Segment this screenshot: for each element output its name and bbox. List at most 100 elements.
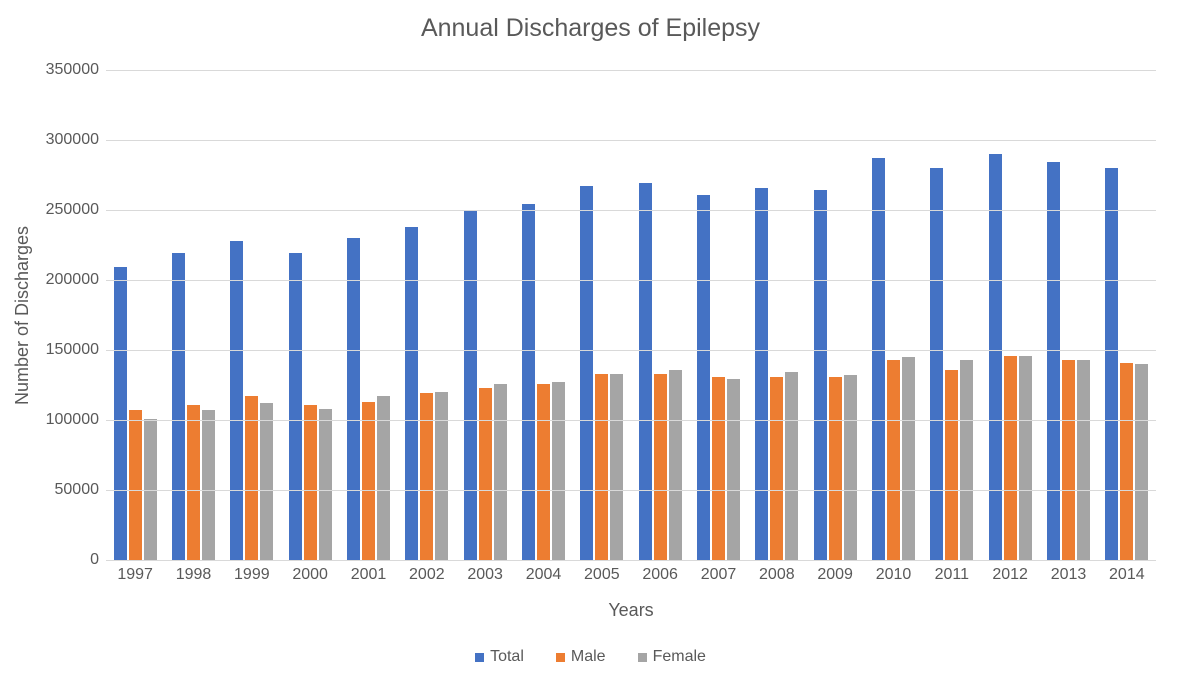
x-tick-label: 2013: [1039, 566, 1097, 584]
bar: [960, 360, 973, 560]
bar: [1062, 360, 1075, 560]
bar: [814, 190, 827, 560]
chart-title: Annual Discharges of Epilepsy: [0, 14, 1181, 43]
y-tick-label: 200000: [29, 271, 99, 289]
legend-swatch: [556, 653, 565, 662]
legend-item: Female: [638, 648, 706, 666]
legend-label: Total: [490, 648, 524, 666]
bar: [712, 377, 725, 560]
x-tick-label: 2014: [1098, 566, 1156, 584]
bar: [930, 168, 943, 560]
plot-area: [106, 70, 1156, 561]
gridline: [106, 490, 1156, 491]
bar: [580, 186, 593, 560]
bar: [319, 409, 332, 560]
y-tick-label: 50000: [29, 481, 99, 499]
bar: [187, 405, 200, 560]
bar: [202, 410, 215, 560]
x-tick-label: 2002: [398, 566, 456, 584]
bar: [304, 405, 317, 560]
bar: [1019, 356, 1032, 560]
bar: [887, 360, 900, 560]
bar: [347, 238, 360, 560]
bar: [755, 188, 768, 560]
bar: [1077, 360, 1090, 560]
y-tick-label: 0: [29, 551, 99, 569]
x-tick-label: 2000: [281, 566, 339, 584]
bar: [537, 384, 550, 560]
bar: [552, 382, 565, 560]
x-tick-label: 2008: [748, 566, 806, 584]
x-tick-label: 2011: [923, 566, 981, 584]
bar: [1004, 356, 1017, 560]
bar: [172, 253, 185, 560]
x-tick-label: 2010: [864, 566, 922, 584]
bar: [829, 377, 842, 560]
bar: [1105, 168, 1118, 560]
bar: [435, 392, 448, 560]
x-tick-label: 2012: [981, 566, 1039, 584]
bar-chart: Annual Discharges of Epilepsy Number of …: [0, 0, 1181, 694]
y-tick-label: 350000: [29, 61, 99, 79]
gridline: [106, 70, 1156, 71]
bar: [595, 374, 608, 560]
legend-item: Total: [475, 648, 524, 666]
y-axis-title-text: Number of Discharges: [13, 225, 34, 404]
x-tick-label: 1998: [164, 566, 222, 584]
bar: [902, 357, 915, 560]
bar: [945, 370, 958, 560]
x-axis-title: Years: [106, 600, 1156, 621]
y-tick-label: 150000: [29, 341, 99, 359]
legend-swatch: [475, 653, 484, 662]
bar: [1135, 364, 1148, 560]
bar: [1047, 162, 1060, 560]
x-tick-label: 2005: [573, 566, 631, 584]
bar: [479, 388, 492, 560]
legend-label: Male: [571, 648, 606, 666]
bar: [464, 210, 477, 560]
bar: [230, 241, 243, 560]
gridline: [106, 140, 1156, 141]
y-tick-label: 250000: [29, 201, 99, 219]
bar: [697, 195, 710, 560]
x-tick-label: 2006: [631, 566, 689, 584]
x-tick-label: 1997: [106, 566, 164, 584]
x-tick-label: 2004: [514, 566, 572, 584]
legend-swatch: [638, 653, 647, 662]
legend-item: Male: [556, 648, 606, 666]
bar: [362, 402, 375, 560]
bar: [610, 374, 623, 560]
bar: [405, 227, 418, 560]
bar: [872, 158, 885, 560]
gridline: [106, 350, 1156, 351]
bar: [770, 377, 783, 560]
bar: [114, 267, 127, 560]
bar: [522, 204, 535, 560]
bar: [844, 375, 857, 560]
bar: [1120, 363, 1133, 560]
bar: [654, 374, 667, 560]
bar: [639, 183, 652, 560]
bar: [129, 410, 142, 560]
bar: [669, 370, 682, 560]
x-tick-label: 1999: [223, 566, 281, 584]
gridline: [106, 280, 1156, 281]
x-tick-label: 2009: [806, 566, 864, 584]
bar: [785, 372, 798, 560]
bar: [494, 384, 507, 560]
bar: [420, 393, 433, 560]
x-tick-label: 2007: [689, 566, 747, 584]
bar: [289, 253, 302, 560]
bar: [727, 379, 740, 560]
x-tick-label: 2003: [456, 566, 514, 584]
legend: Total Male Female: [0, 648, 1181, 666]
y-tick-label: 100000: [29, 411, 99, 429]
y-tick-label: 300000: [29, 131, 99, 149]
bar: [260, 403, 273, 560]
x-tick-label: 2001: [339, 566, 397, 584]
gridline: [106, 420, 1156, 421]
bar: [989, 154, 1002, 560]
bars-layer: [106, 70, 1156, 560]
legend-label: Female: [653, 648, 706, 666]
gridline: [106, 210, 1156, 211]
